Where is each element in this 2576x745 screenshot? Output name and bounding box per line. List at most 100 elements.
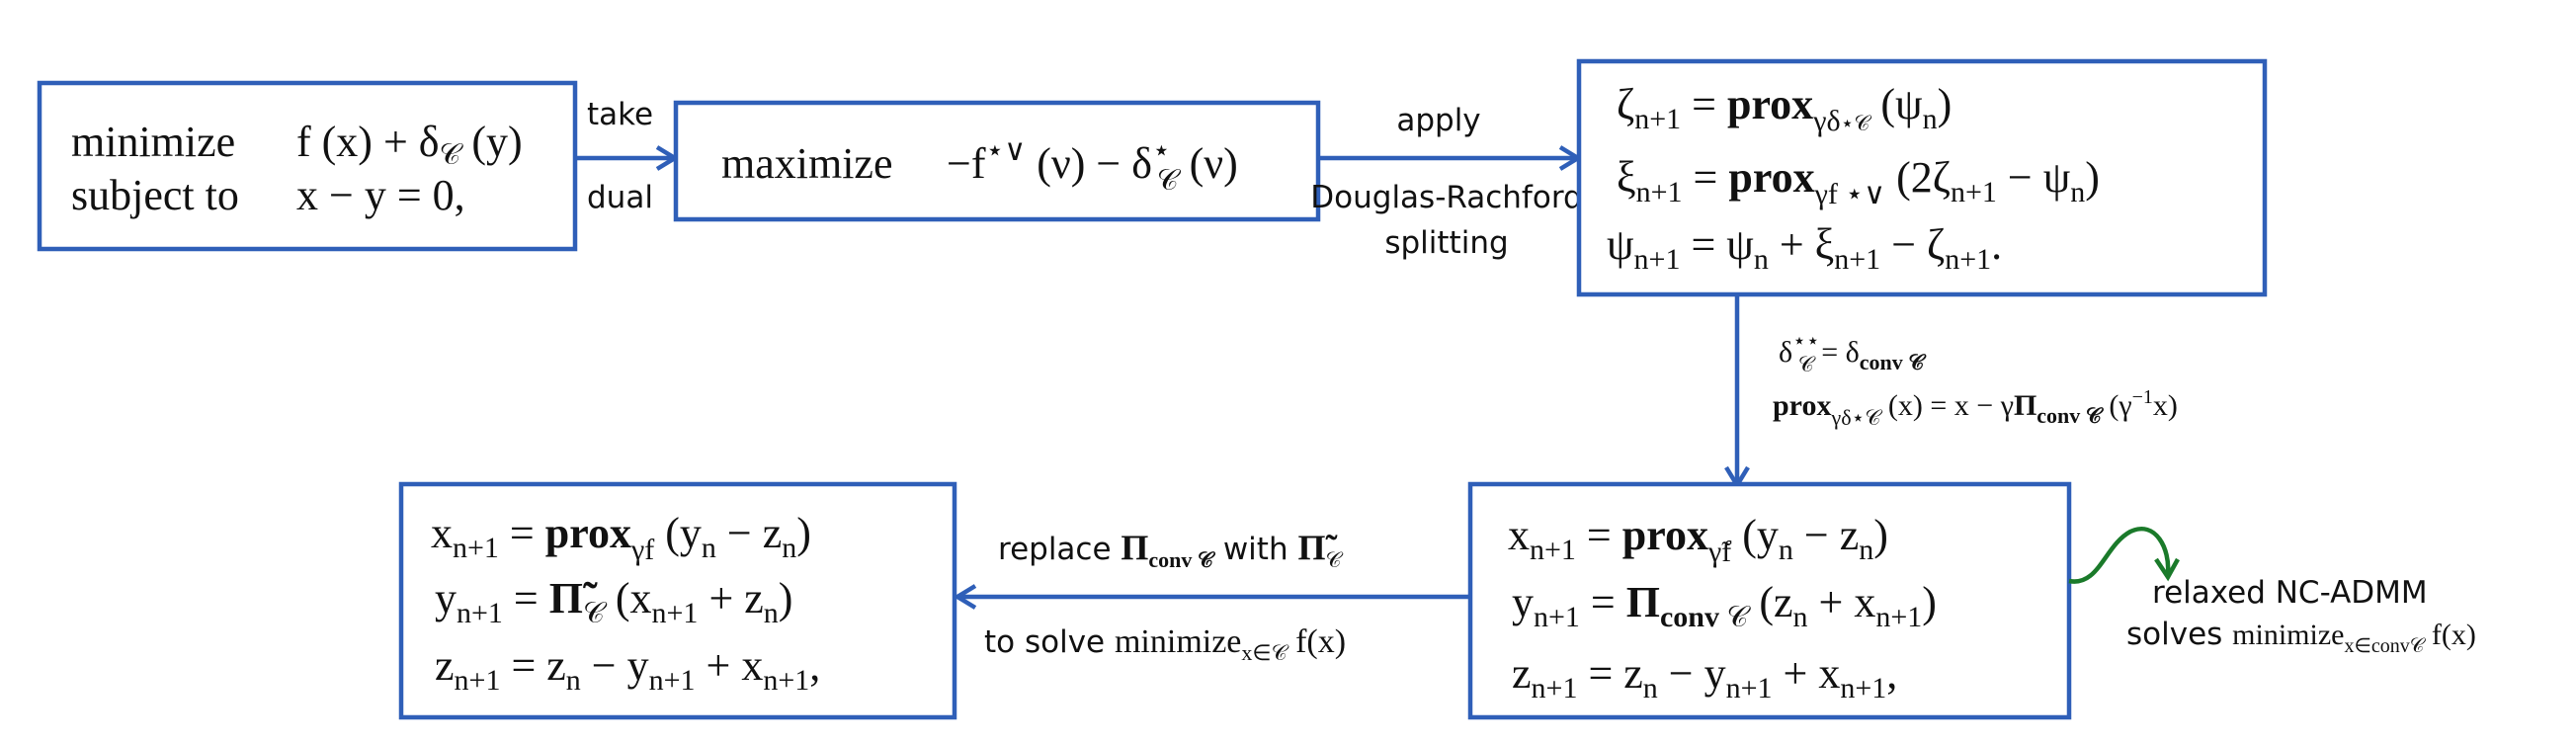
nc-y-3: − y	[1658, 649, 1726, 698]
nc-x-3-sub: n+1	[1840, 672, 1886, 704]
svg-text:x − y = 0,: x − y = 0,	[296, 171, 465, 219]
primal-objective: f (x) + δ	[296, 118, 440, 166]
dr-psi-2-sub: n	[2070, 176, 2085, 208]
relaxed-fx: f(x)	[2424, 619, 2475, 651]
fin-x-2: (x	[605, 574, 652, 622]
dr-psi-3-sub: n	[1754, 243, 1769, 276]
dr-label-apply: apply	[1396, 103, 1480, 138]
replace-projection-arrow: replace Πconv 𝒞 with Π̃𝒞 to solve minimi…	[953, 528, 1470, 665]
conj-projection-sub: conv 𝒞	[2036, 403, 2105, 428]
take-dual-label-bottom: dual	[587, 180, 653, 215]
nc-z-sub: n+1	[1532, 672, 1578, 704]
svg-text:ξn+1 = proxγf ⋆∨ (2ζn+1 − ψn): ξn+1 = proxγf ⋆∨ (2ζn+1 − ψn)	[1617, 153, 2100, 210]
fin-z-3: = z	[500, 641, 565, 690]
svg-text:f (x) + δ𝒞 (y): f (x) + δ𝒞 (y)	[296, 118, 523, 171]
nc-y-1: (y	[1731, 511, 1779, 559]
nc-comma: ,	[1886, 649, 1897, 698]
nc-y-3-sub: n+1	[1726, 672, 1773, 704]
conj-eq-delta: = δ	[1814, 336, 1860, 369]
fin-z-2-sub: n	[764, 597, 779, 629]
dr-xi-sub: n+1	[1636, 176, 1683, 208]
fin-z-3-sub: n	[566, 664, 581, 697]
take-dual-arrow: take dual	[575, 97, 680, 215]
conj-delta-sup: ⋆⋆	[1792, 328, 1820, 353]
svg-text:xn+1 = proxγf (yn − zn): xn+1 = proxγf (yn − zn)	[431, 509, 811, 566]
conj-gamma: (γ	[2102, 389, 2132, 422]
nc-z-1-sub: n	[1859, 534, 1873, 566]
dr-zeta-2-sub: n+1	[1951, 176, 1997, 208]
svg-text:yn+1 = Π̃𝒞 (xn+1 + zn): yn+1 = Π̃𝒞 (xn+1 + zn)	[435, 574, 792, 629]
nc-projection-set: 𝒞	[1719, 601, 1752, 633]
nc-projection: Π	[1626, 578, 1660, 626]
dual-objective-a: −f	[947, 139, 986, 188]
primal-problem-box: minimize f (x) + δ𝒞 (y) subject to x − y…	[37, 80, 578, 252]
replace-with: with	[1213, 532, 1297, 567]
fin-y: y	[435, 574, 457, 622]
nc-x-3: + x	[1773, 649, 1841, 698]
douglas-rachford-arrow: apply Douglas-Rachford splitting	[1310, 103, 1582, 261]
svg-text:replace Πconv 𝒞 with Π̃𝒞: replace Πconv 𝒞 with Π̃𝒞	[998, 528, 1343, 572]
dr-period: .	[1991, 220, 2002, 269]
solve-minimize: minimize	[1115, 623, 1241, 660]
fin-x-sub: n+1	[453, 532, 499, 564]
dr-label-method: Douglas-Rachford	[1310, 180, 1582, 215]
relaxed-annotation: relaxed NC-ADMM solves minimizex∈conv𝒞 f…	[2068, 527, 2476, 657]
dr-psi-3: = ψ	[1680, 220, 1753, 269]
conjugate-identity-arrow: δ⋆⋆ 𝒞 = δconv 𝒞 proxγδ⋆𝒞 (x) = x − γΠconv…	[1724, 294, 2178, 490]
nc-z-3-sub: n	[1643, 672, 1658, 704]
nc-eq-2: =	[1580, 578, 1626, 626]
fin-eq-2: =	[503, 574, 549, 622]
nc-close-2: )	[1922, 578, 1937, 626]
ncadmm-conv-box: xn+1 = proxγ̃f (yn − zn) yn+1 = Πconv 𝒞 …	[1467, 481, 2072, 720]
take-dual-label-top: take	[587, 97, 653, 132]
svg-text:ζn+1 = proxγδ⋆𝒞 (ψn): ζn+1 = proxγδ⋆𝒞 (ψn)	[1617, 80, 1952, 137]
nc-x-2: + x	[1808, 578, 1876, 626]
fin-prox: prox	[545, 509, 631, 557]
nc-x-sub: n+1	[1530, 534, 1576, 566]
conj-x: x)	[2153, 389, 2178, 422]
svg-text:proxγδ⋆𝒞 (x) = x − γΠconv 𝒞: proxγδ⋆𝒞 (x) = x − γΠconv 𝒞 (γ−1x)	[1773, 386, 2178, 430]
replace-pi-sub: conv 𝒞	[1148, 547, 1216, 572]
svg-text:to solve minimizex∈𝒞 f(x): to solve minimizex∈𝒞 f(x)	[984, 623, 1346, 665]
dr-zeta-sub: n+1	[1634, 103, 1681, 135]
svg-text:ψn+1 = ψn + ξn+1 − ζn+1.: ψn+1 = ψn + ξn+1 − ζn+1.	[1607, 220, 2002, 276]
fin-y-1: (y	[654, 509, 702, 557]
solve-fx: f(x)	[1288, 623, 1346, 660]
dual-objective-b-sub: 𝒞	[1157, 164, 1182, 197]
conj-prox-rhs: (x) = x − γ	[1880, 389, 2014, 422]
dr-prox-1: prox	[1727, 80, 1813, 128]
nc-prox: prox	[1622, 511, 1708, 559]
nc-y-sub: n+1	[1534, 601, 1580, 633]
svg-text:−f⋆∨ (ν) − δ⋆𝒞 (ν): −f⋆∨ (ν) − δ⋆ 𝒞 (ν)	[947, 134, 1238, 197]
svg-text:solves minimizex∈conv𝒞 f(x): solves minimizex∈conv𝒞 f(x)	[2126, 617, 2476, 657]
dr-xi: ξ	[1617, 153, 1636, 202]
nc-x-2-sub: n+1	[1875, 601, 1922, 633]
svg-text:zn+1 = zn − yn+1 + xn+1,: zn+1 = zn − yn+1 + xn+1,	[1512, 649, 1897, 704]
fin-close-1: )	[796, 509, 811, 557]
svg-text:zn+1 = zn − yn+1 + xn+1,: zn+1 = zn − yn+1 + xn+1,	[435, 641, 820, 697]
fin-x-3-sub: n+1	[763, 664, 809, 697]
relaxed-solves-text: solves	[2126, 617, 2232, 652]
replace-pi: Π	[1121, 528, 1148, 567]
solve-minimize-sub: x∈𝒞	[1241, 640, 1288, 665]
dr-psi-sub: n+1	[1634, 243, 1681, 276]
dr-xi-3-sub: n+1	[1834, 243, 1880, 276]
primal-subject-to-keyword: subject to	[71, 171, 239, 219]
dr-close-1: )	[1938, 80, 1953, 128]
nc-y: y	[1512, 578, 1534, 626]
svg-text:subject to: subject to	[71, 171, 239, 219]
fin-z-sub: n+1	[455, 664, 501, 697]
fin-close-2: )	[779, 574, 793, 622]
svg-text:xn+1 = proxγ̃f (yn − zn): xn+1 = proxγ̃f (yn − zn)	[1508, 511, 1888, 568]
dual-maximize-keyword: maximize	[721, 139, 893, 188]
relaxed-minimize-sub: x∈conv𝒞	[2344, 635, 2426, 657]
fin-x-3: + x	[696, 641, 764, 690]
fin-x-2-sub: n+1	[652, 597, 699, 629]
dual-problem-box: maximize −f⋆∨ (ν) − δ⋆ 𝒞 (ν)	[673, 100, 1321, 222]
fin-z-1-sub: n	[782, 532, 796, 564]
relaxed-ncadmm-label: relaxed NC-ADMM	[2152, 575, 2428, 611]
dr-prox-2-sub: γf ⋆∨	[1814, 178, 1885, 210]
fin-z-1: − z	[716, 509, 782, 557]
dr-label-splitting: splitting	[1384, 225, 1508, 261]
ncadmm-final-box: xn+1 = proxγf (yn − zn) yn+1 = Π̃𝒞 (xn+1…	[398, 481, 957, 720]
